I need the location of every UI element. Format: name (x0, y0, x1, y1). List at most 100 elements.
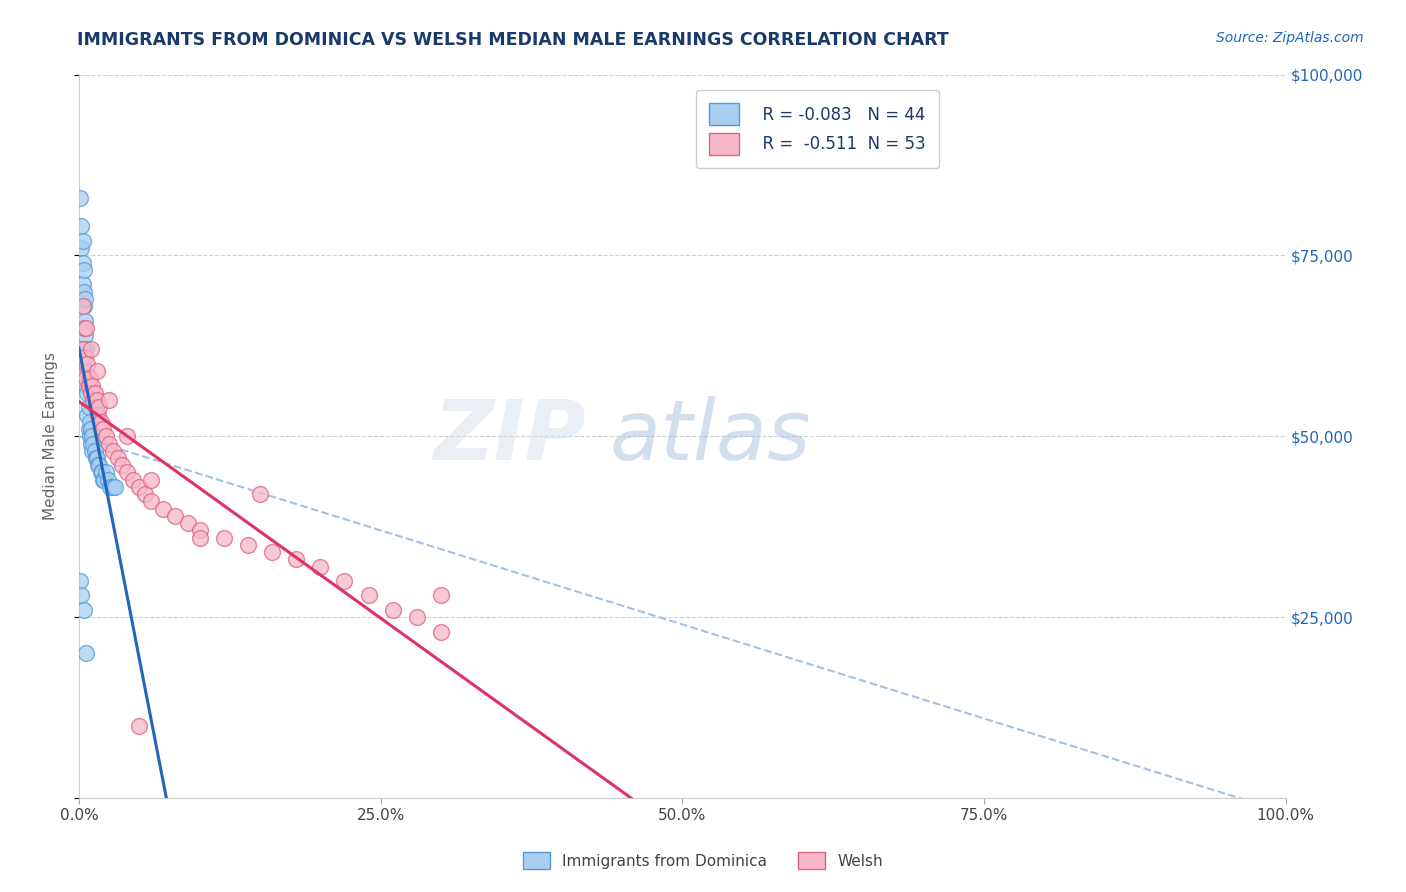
Point (89, 401, 111, 415)
Legend: Immigrants from Dominica, Welsh: Immigrants from Dominica, Welsh (516, 846, 890, 875)
Point (82, 429, 104, 443)
Point (89, 458, 111, 473)
Point (77, 401, 100, 415)
Point (72, 255, 94, 269)
Point (73, 328, 96, 343)
Point (111, 458, 134, 473)
Point (87, 458, 110, 473)
Point (122, 473, 145, 487)
Point (212, 531, 235, 545)
Point (80, 343, 103, 357)
Point (188, 524, 211, 538)
Point (430, 624, 453, 639)
Point (91, 422, 114, 436)
Point (73, 292, 96, 306)
Point (188, 531, 211, 545)
Point (80, 436, 103, 450)
Point (72, 234, 94, 248)
Point (101, 480, 124, 494)
Point (75, 320, 97, 334)
Point (94, 429, 117, 443)
Point (79, 429, 101, 443)
Point (72, 299, 94, 313)
Point (176, 516, 198, 530)
Point (430, 589, 453, 603)
Y-axis label: Median Male Earnings: Median Male Earnings (44, 352, 58, 520)
Point (249, 487, 271, 501)
Point (309, 559, 332, 574)
Point (73, 313, 96, 327)
Point (79, 415, 101, 429)
Point (90, 466, 112, 480)
Point (83, 443, 105, 458)
Point (77, 422, 100, 436)
Point (75, 343, 97, 357)
Point (75, 371, 97, 385)
Point (83, 385, 105, 400)
Point (70, 219, 93, 234)
Point (285, 552, 308, 566)
Point (98, 436, 121, 450)
Point (357, 589, 380, 603)
Point (94, 466, 117, 480)
Point (333, 574, 356, 588)
Point (75, 378, 97, 392)
Point (69, 190, 91, 204)
Point (104, 480, 127, 494)
Point (86, 364, 108, 378)
Point (76, 408, 98, 422)
Point (141, 473, 163, 487)
Point (82, 393, 104, 408)
Point (87, 408, 110, 422)
Point (84, 401, 107, 415)
Point (93, 473, 115, 487)
Point (82, 378, 104, 392)
Point (75, 364, 97, 378)
Point (115, 429, 138, 443)
Point (75, 646, 97, 660)
Text: IMMIGRANTS FROM DOMINICA VS WELSH MEDIAN MALE EARNINGS CORRELATION CHART: IMMIGRANTS FROM DOMINICA VS WELSH MEDIAN… (77, 31, 949, 49)
Point (128, 719, 150, 733)
Point (72, 277, 94, 292)
Point (381, 603, 404, 617)
Point (86, 450, 108, 465)
Point (82, 443, 104, 458)
Point (97, 473, 120, 487)
Point (128, 480, 150, 494)
Point (152, 501, 174, 516)
Point (134, 487, 156, 501)
Point (90, 415, 112, 429)
Point (165, 508, 187, 523)
Point (73, 299, 96, 313)
Point (70, 589, 93, 603)
Point (73, 263, 96, 277)
Point (79, 371, 101, 385)
Point (82, 436, 104, 450)
Point (72, 343, 94, 357)
Point (86, 393, 108, 408)
Point (101, 443, 124, 458)
Point (73, 603, 96, 617)
Point (73, 320, 96, 334)
Text: Source: ZipAtlas.com: Source: ZipAtlas.com (1216, 31, 1364, 45)
Text: atlas: atlas (610, 396, 811, 477)
Text: ZIP: ZIP (433, 396, 586, 477)
Point (73, 350, 96, 364)
Point (77, 378, 100, 392)
Point (236, 538, 259, 552)
Point (80, 422, 103, 436)
Point (115, 466, 138, 480)
Point (98, 393, 121, 408)
Point (91, 473, 114, 487)
Point (260, 545, 283, 559)
Point (141, 494, 163, 508)
Point (73, 285, 96, 299)
Point (98, 480, 121, 494)
Point (69, 574, 91, 588)
Point (76, 357, 98, 371)
Legend:   R = -0.083   N = 44,   R =  -0.511  N = 53: R = -0.083 N = 44, R = -0.511 N = 53 (696, 90, 939, 168)
Point (70, 241, 93, 255)
Point (76, 385, 98, 400)
Point (70, 371, 93, 385)
Point (84, 450, 107, 465)
